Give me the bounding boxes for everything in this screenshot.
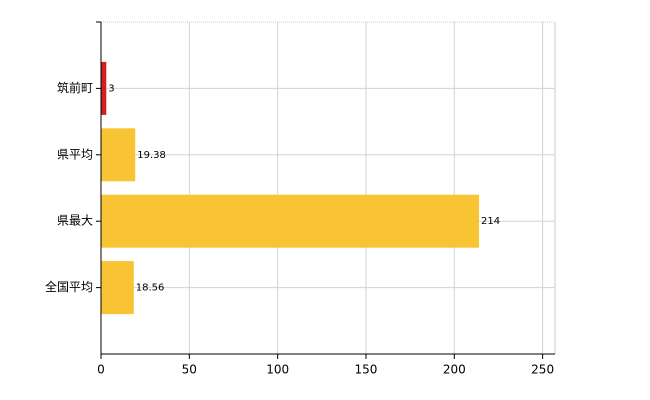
x-tick-label: 150 <box>355 363 378 377</box>
x-tick-label: 100 <box>266 363 289 377</box>
bar <box>101 261 134 315</box>
y-tick-label: 県最大 <box>57 214 93 228</box>
x-tick-label: 0 <box>97 363 105 377</box>
value-label: 3 <box>108 83 114 94</box>
bar <box>101 61 107 115</box>
bar <box>101 194 480 248</box>
value-label: 19.38 <box>137 150 166 161</box>
x-tick-label: 50 <box>182 363 197 377</box>
x-tick-label: 200 <box>443 363 466 377</box>
x-tick-label: 250 <box>531 363 554 377</box>
bar <box>101 128 136 182</box>
y-tick-label: 県平均 <box>57 147 93 161</box>
value-label: 214 <box>481 216 500 227</box>
y-tick-label: 筑前町 <box>57 80 93 95</box>
y-tick-label: 全国平均 <box>45 279 93 294</box>
value-label: 18.56 <box>136 283 165 294</box>
